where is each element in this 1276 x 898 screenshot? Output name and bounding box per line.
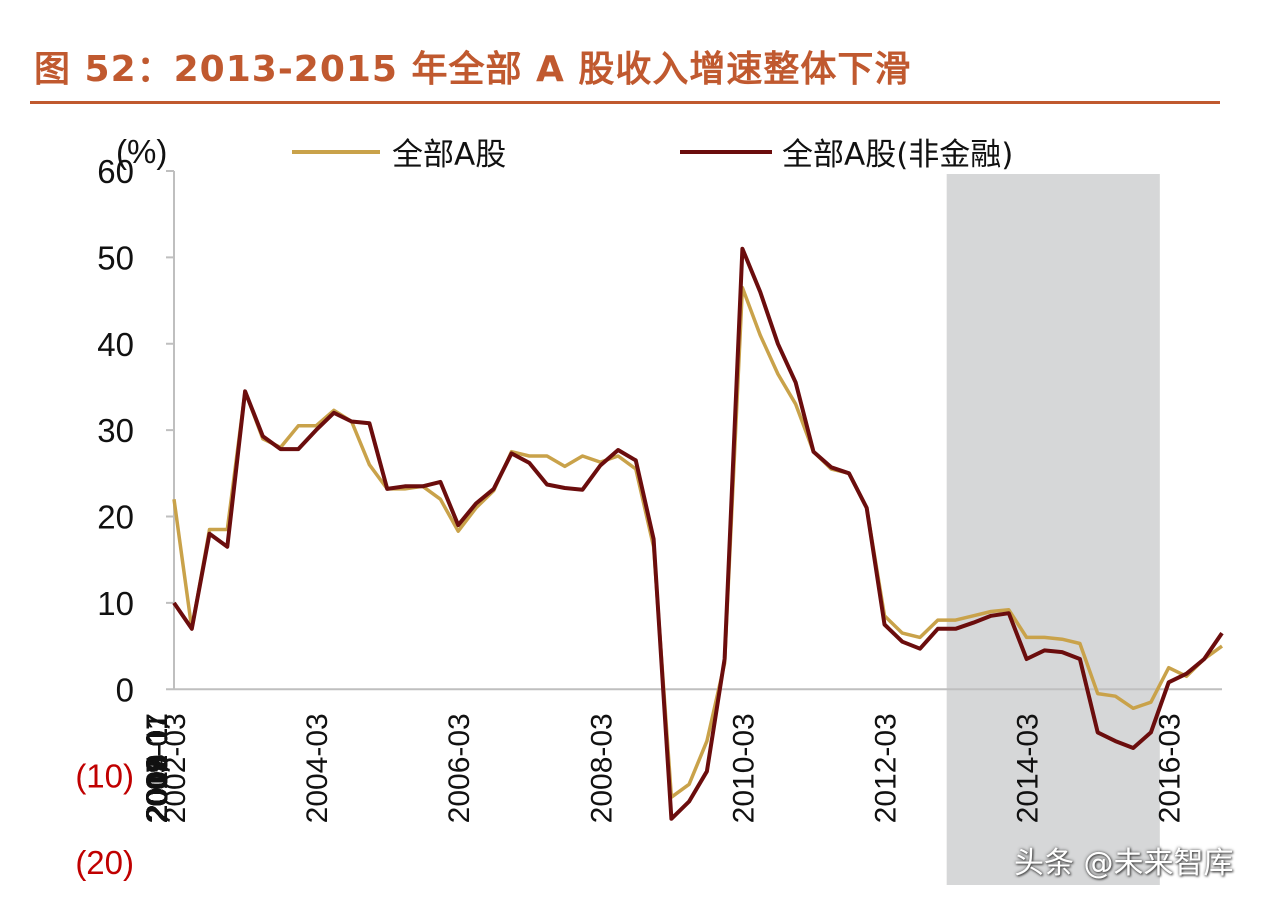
y-axis-label: (%) xyxy=(116,133,167,170)
legend-label-non-financial: 全部A股(非金融) xyxy=(782,137,1013,173)
chart-title: 图 52：2013-2015 年全部 A 股收入增速整体下滑 xyxy=(34,49,912,90)
x-tick-label: 2012-11 xyxy=(141,713,174,821)
x-tick-label: 2002-03 xyxy=(159,713,192,823)
x-tick-label: 2013-07 xyxy=(141,713,174,823)
y-tick-labels: 60 50 40 30 20 10 0 (10) (20) xyxy=(75,153,174,881)
watermark: 头条 @未来智库 xyxy=(1014,846,1234,881)
shaded-period xyxy=(946,174,1160,885)
x-tick-label: 2009-07 xyxy=(141,713,174,823)
y-tick-label: 0 xyxy=(116,671,134,708)
x-tick-label: 2011-07 xyxy=(141,713,174,821)
y-tick-label: (10) xyxy=(75,758,134,795)
series-line-non-financial xyxy=(172,246,1224,821)
x-tick-label: 2012-03 xyxy=(870,713,903,823)
shaded-period-layer xyxy=(946,174,1160,885)
y-tick-label: 60 xyxy=(97,153,134,190)
x-tick-label: 2008-11 xyxy=(141,713,174,821)
x-tick-label: 2010-11 xyxy=(141,713,174,821)
y-tick-label: 40 xyxy=(97,326,134,363)
x-tick-label: 2015-07 xyxy=(141,713,174,823)
series-lines xyxy=(172,246,1224,821)
x-tick-label: 2008-03 xyxy=(585,713,618,823)
x-tick-label: 2005-07 xyxy=(141,713,174,823)
y-tick-label: 50 xyxy=(97,239,134,276)
x-tick-label: 2004-11 xyxy=(141,713,174,821)
x-tick-label: 2007-07 xyxy=(141,713,174,823)
x-tick-label: 2014-03 xyxy=(1012,713,1045,823)
x-tick-label: 2003-07 xyxy=(141,713,174,823)
legend-label-all-a-shares: 全部A股 xyxy=(392,137,506,173)
y-tick-label: 30 xyxy=(97,412,134,449)
y-tick-label: (20) xyxy=(75,844,134,881)
x-tick-label: 2014-11 xyxy=(141,713,174,821)
x-tick-label: 2016-03 xyxy=(1154,713,1187,823)
x-tick-label: 2004-03 xyxy=(301,713,334,823)
x-tick-label: 2006-03 xyxy=(443,713,476,823)
x-tick-label: 2002-11 xyxy=(141,713,174,821)
title-underline xyxy=(30,101,1220,104)
legend: 全部A股 全部A股(非金融) xyxy=(292,137,1013,173)
x-tick-label: 2006-11 xyxy=(141,713,174,821)
x-tick-label: 2016-11 xyxy=(141,713,174,821)
y-tick-label: 10 xyxy=(97,585,134,622)
x-tick-label: 2010-03 xyxy=(727,713,760,823)
y-tick-label: 20 xyxy=(97,499,134,536)
